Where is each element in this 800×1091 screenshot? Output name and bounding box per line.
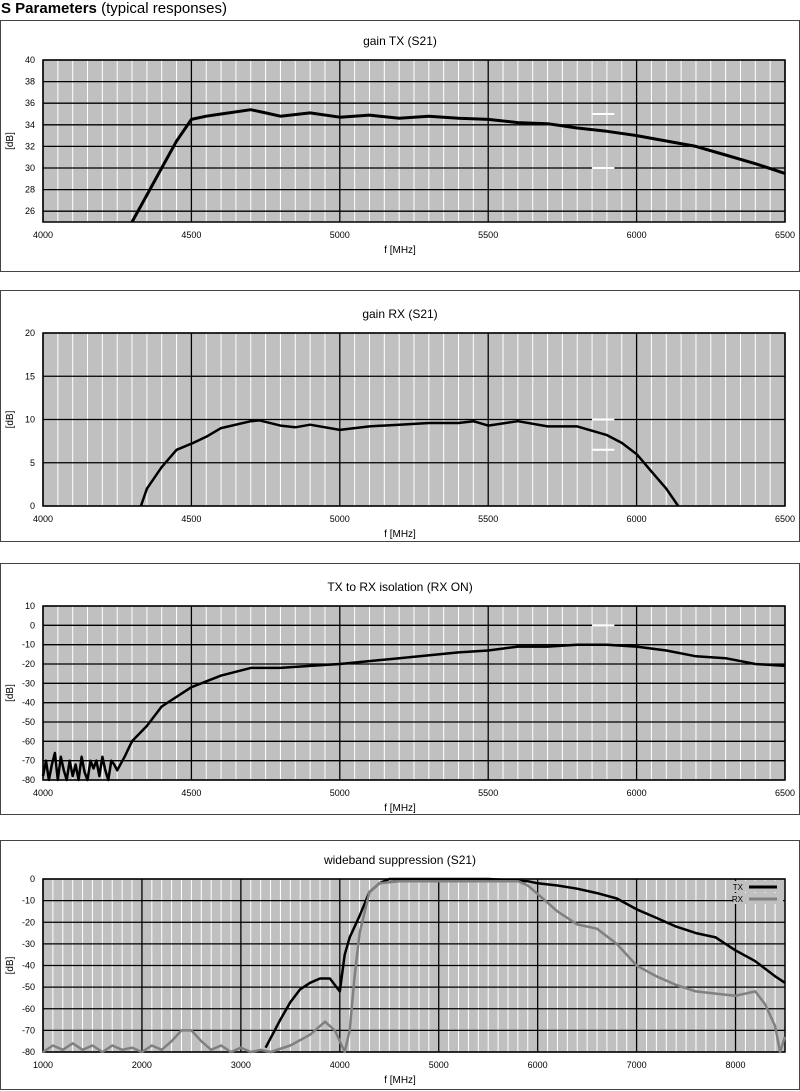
x-tick-label: 5000 — [330, 514, 350, 524]
y-tick-label: -40 — [22, 698, 35, 708]
plot-border — [42, 605, 786, 781]
y-tick-label: -70 — [22, 1025, 35, 1035]
y-tick-label: 10 — [25, 601, 35, 611]
plot-border — [42, 59, 786, 223]
y-tick-label: -30 — [22, 678, 35, 688]
y-tick-label: -40 — [22, 961, 35, 971]
x-tick-label: 4000 — [330, 1060, 350, 1070]
chart-title: gain RX (S21) — [362, 307, 437, 321]
chart-title: wideband suppression (S21) — [323, 853, 476, 867]
y-tick-label: -80 — [22, 775, 35, 785]
plot-border — [42, 332, 786, 507]
x-tick-label: 6500 — [775, 230, 795, 240]
legend-label: RX — [732, 895, 744, 904]
y-tick-label: 38 — [25, 77, 35, 87]
y-tick-label: 15 — [25, 371, 35, 381]
x-tick-label: 5500 — [478, 514, 498, 524]
y-tick-label: -70 — [22, 756, 35, 766]
x-tick-label: 4500 — [181, 230, 201, 240]
chart-title: TX to RX isolation (RX ON) — [327, 580, 472, 594]
y-axis-label: [dB] — [5, 684, 16, 702]
x-tick-label: 8000 — [726, 1060, 746, 1070]
y-tick-label: 32 — [25, 141, 35, 151]
x-tick-label: 6000 — [627, 514, 647, 524]
x-tick-label: 4500 — [181, 788, 201, 798]
series-line-0 — [41, 643, 786, 782]
series-line-rx — [42, 879, 787, 1054]
y-tick-label: 0 — [30, 501, 35, 511]
y-tick-label: 20 — [25, 328, 35, 338]
legend-label: TX — [733, 883, 744, 892]
chart-wideband-suppression: wideband suppression (S21) 1000 2000 3000 40… — [0, 840, 800, 1090]
x-tick-label: 5500 — [478, 230, 498, 240]
x-tick-label: 7000 — [627, 1060, 647, 1070]
y-tick-label: -60 — [22, 1004, 35, 1014]
y-tick-label: -10 — [22, 640, 35, 650]
x-tick-label: 5000 — [330, 788, 350, 798]
x-axis-label: f [MHz] — [384, 529, 416, 540]
chart-title: gain TX (S21) — [363, 34, 437, 48]
chart-gain-rx: gain RX (S21) 4000 4500 5000 5500 6000 6500 0 5 1… — [0, 290, 800, 542]
y-axis-label: [dB] — [5, 132, 16, 150]
x-tick-label: 6000 — [627, 230, 647, 240]
y-tick-label: 34 — [25, 120, 35, 130]
y-tick-label: -60 — [22, 736, 35, 746]
page-title-bold: S Parameters — [1, 0, 97, 17]
y-tick-label: -20 — [22, 917, 35, 927]
y-tick-label: 26 — [25, 206, 35, 216]
y-tick-label: -30 — [22, 939, 35, 949]
page-title-subtitle: (typical responses) — [96, 0, 227, 17]
x-axis-label: f [MHz] — [384, 803, 416, 814]
series-line-0 — [130, 108, 786, 223]
y-tick-label: -20 — [22, 659, 35, 669]
x-tick-label: 6500 — [775, 788, 795, 798]
x-tick-label: 1000 — [33, 1060, 53, 1070]
y-tick-label: -50 — [22, 982, 35, 992]
x-tick-label: 5500 — [478, 788, 498, 798]
y-tick-label: 10 — [25, 415, 35, 425]
x-axis-label: f [MHz] — [384, 245, 416, 256]
x-tick-label: 4000 — [33, 230, 53, 240]
x-tick-label: 4500 — [181, 514, 201, 524]
y-tick-label: 0 — [30, 620, 35, 630]
y-tick-label: 5 — [30, 458, 35, 468]
x-tick-label: 4000 — [33, 514, 53, 524]
x-tick-label: 6000 — [528, 1060, 548, 1070]
x-tick-label: 6000 — [627, 788, 647, 798]
x-tick-label: 2000 — [132, 1060, 152, 1070]
x-axis-label: f [MHz] — [384, 1075, 416, 1086]
y-tick-label: 40 — [25, 55, 35, 65]
y-tick-label: 28 — [25, 185, 35, 195]
y-axis-label: [dB] — [5, 956, 16, 974]
series-line-0 — [139, 419, 680, 507]
chart-isolation: TX to RX isolation (RX ON) 4000 4500 5000 55… — [0, 563, 800, 815]
y-tick-label: -50 — [22, 717, 35, 727]
x-tick-label: 6500 — [775, 514, 795, 524]
x-tick-label: 5000 — [429, 1060, 449, 1070]
page-title: S Parameters (typical responses) — [1, 0, 227, 17]
x-tick-label: 5000 — [330, 230, 350, 240]
y-tick-label: 30 — [25, 163, 35, 173]
series-line-tx — [264, 877, 786, 1049]
y-tick-label: 0 — [30, 874, 35, 884]
y-axis-label: [dB] — [5, 410, 16, 428]
x-tick-label: 4000 — [33, 788, 53, 798]
y-tick-label: 36 — [25, 98, 35, 108]
x-tick-label: 3000 — [231, 1060, 251, 1070]
chart-gain-tx: gain TX (S21) 4000 4500 5000 5500 6000 6500 26 2… — [0, 20, 800, 272]
y-tick-label: -10 — [22, 896, 35, 906]
y-tick-label: -80 — [22, 1047, 35, 1057]
